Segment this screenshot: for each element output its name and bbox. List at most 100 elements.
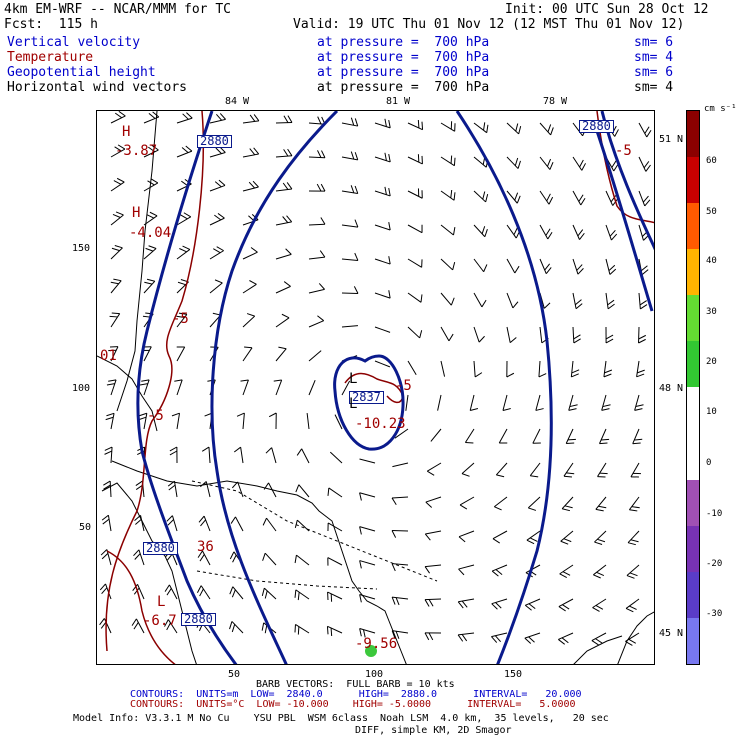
wind-barb-flag bbox=[264, 590, 268, 599]
wind-barb-flag bbox=[495, 569, 503, 575]
wind-barb-flag bbox=[359, 560, 362, 569]
wind-barb-flag bbox=[465, 441, 474, 444]
wind-barb-flag bbox=[283, 115, 289, 123]
wind-barb bbox=[110, 247, 123, 260]
wind-barb bbox=[140, 515, 145, 532]
wind-barb-flag bbox=[419, 330, 423, 339]
wind-barb-flag bbox=[182, 113, 189, 120]
wind-barb-flag bbox=[453, 227, 456, 236]
wind-barb-flag bbox=[568, 408, 577, 411]
wind-barb-flag bbox=[609, 268, 617, 275]
wind-barb-flag bbox=[605, 338, 614, 344]
wind-barb-flag bbox=[421, 121, 424, 130]
colorbar-label: 50 bbox=[706, 207, 717, 217]
province-border bbox=[196, 570, 378, 590]
wind-barb bbox=[341, 258, 358, 261]
wind-barb bbox=[572, 326, 575, 344]
wind-barbs bbox=[99, 111, 652, 646]
wind-barb-flag bbox=[604, 369, 613, 374]
wind-barb-flag bbox=[579, 159, 584, 168]
wind-barb-flag bbox=[645, 164, 651, 172]
wind-barb bbox=[405, 394, 409, 411]
wind-barb-flag bbox=[388, 256, 391, 265]
wind-barb-flag bbox=[104, 446, 113, 451]
wind-barb bbox=[638, 190, 646, 207]
wind-barb bbox=[110, 148, 126, 158]
field-smoothing: sm= 4 bbox=[634, 80, 674, 95]
wind-barb bbox=[407, 156, 423, 165]
wind-barb bbox=[275, 379, 283, 396]
wind-barb bbox=[473, 224, 486, 238]
wind-barb-flag bbox=[518, 126, 522, 135]
wind-barb bbox=[374, 292, 391, 299]
wind-barb-flag bbox=[287, 148, 293, 157]
colorbar-label: 40 bbox=[706, 256, 717, 266]
wind-barb-flag bbox=[491, 570, 499, 577]
wind-barb bbox=[374, 156, 391, 163]
wind-barb-flag bbox=[133, 549, 140, 557]
wind-barb-flag bbox=[177, 281, 186, 286]
wind-barb-flag bbox=[106, 383, 115, 386]
wind-barb bbox=[570, 360, 574, 377]
wind-barb-flag bbox=[547, 231, 553, 240]
wind-barb-flag bbox=[632, 442, 641, 445]
wind-barb bbox=[391, 496, 409, 499]
wind-barb-flag bbox=[481, 226, 486, 234]
wind-barb-flag bbox=[474, 372, 483, 378]
wind-barb bbox=[341, 380, 351, 396]
wind-barb-flag bbox=[602, 404, 611, 408]
wind-barb bbox=[407, 258, 422, 268]
wind-barb-flag bbox=[240, 379, 249, 382]
wind-barb-flag bbox=[516, 195, 521, 204]
wind-barb bbox=[527, 496, 541, 509]
wind-barb-flag bbox=[388, 119, 391, 128]
wind-barb bbox=[561, 496, 574, 510]
wind-barb bbox=[525, 598, 541, 606]
wind-barb-flag bbox=[118, 111, 126, 117]
wind-barb-flag bbox=[388, 187, 391, 197]
wind-barb-flag bbox=[629, 572, 638, 577]
wind-barb bbox=[593, 564, 607, 576]
wind-barb bbox=[242, 120, 259, 124]
wind-barb-flag bbox=[114, 112, 123, 119]
wind-barb bbox=[539, 122, 552, 136]
wind-barb-flag bbox=[113, 278, 122, 282]
wind-barb-flag bbox=[514, 157, 519, 166]
wind-barb-flag bbox=[637, 369, 645, 374]
wind-barb-flag bbox=[506, 372, 515, 378]
colorbar-segment bbox=[687, 571, 699, 618]
wind-barb-flag bbox=[183, 212, 192, 218]
wind-barb bbox=[440, 292, 452, 306]
wind-barb bbox=[440, 258, 454, 271]
wind-barb bbox=[473, 326, 480, 343]
wind-barb-flag bbox=[359, 526, 362, 535]
wind-barb-flag bbox=[640, 265, 648, 272]
wind-barb bbox=[341, 224, 358, 228]
field-level: at pressure = 700 hPa bbox=[317, 50, 490, 65]
wind-barb-flag bbox=[495, 602, 502, 609]
wind-barb bbox=[592, 598, 607, 609]
wind-barb-flag bbox=[450, 189, 453, 199]
wind-barb-flag bbox=[578, 194, 584, 202]
field-name: Horizontal wind vectors bbox=[7, 80, 188, 95]
wind-barb bbox=[492, 530, 508, 540]
wind-barb bbox=[327, 625, 343, 634]
field-level: at pressure = 700 hPa bbox=[317, 80, 490, 95]
wind-barb bbox=[209, 184, 226, 192]
wind-barb-flag bbox=[133, 622, 139, 630]
height-contour bbox=[595, 130, 654, 312]
wind-barb-flag bbox=[148, 113, 156, 119]
wind-barb bbox=[407, 326, 421, 339]
wind-barb-flag bbox=[134, 553, 141, 560]
wind-barb bbox=[440, 326, 450, 342]
colorbar-label: 0 bbox=[706, 458, 712, 468]
wind-barb-flag bbox=[596, 571, 605, 577]
wind-barb-flag bbox=[450, 297, 455, 306]
wind-barb-flag bbox=[216, 246, 224, 252]
wind-barb-flag bbox=[294, 624, 296, 633]
wind-barb bbox=[425, 530, 442, 535]
wind-barb bbox=[440, 190, 455, 201]
wind-barb-flag bbox=[197, 550, 203, 558]
wind-barb-flag bbox=[528, 507, 537, 511]
wind-barb-flag bbox=[609, 229, 616, 237]
